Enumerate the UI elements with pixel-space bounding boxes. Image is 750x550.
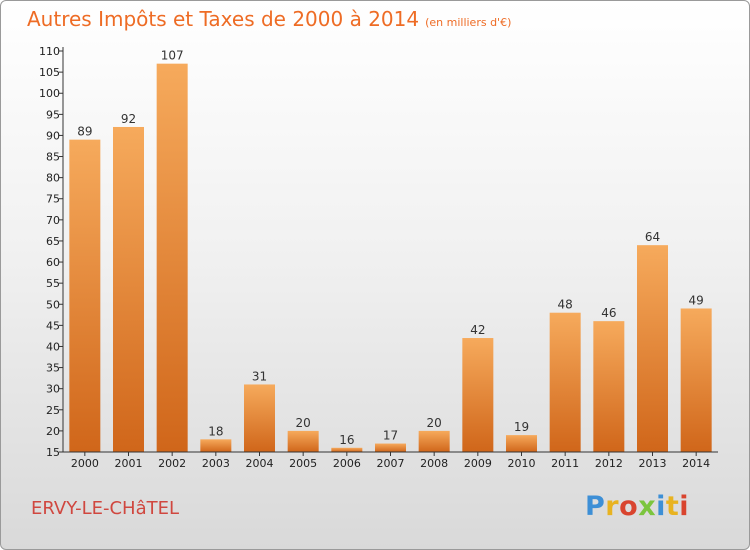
x-tick-label: 2000 — [71, 457, 99, 470]
data-label: 48 — [558, 298, 573, 312]
bar-2012 — [593, 321, 625, 452]
x-tick-label: 2007 — [377, 457, 405, 470]
x-tick-label: 2011 — [551, 457, 579, 470]
y-tick-label: 110 — [39, 45, 60, 58]
data-label: 18 — [208, 424, 223, 438]
x-tick-label: 2012 — [595, 457, 623, 470]
y-tick-label: 75 — [46, 193, 60, 206]
bar-2013 — [637, 245, 668, 452]
logo-letter: P — [585, 491, 606, 522]
chart-title: Autres Impôts et Taxes de 2000 à 2014 — [27, 7, 420, 31]
y-tick-label: 85 — [46, 151, 60, 164]
x-tick-label: 2002 — [158, 457, 186, 470]
y-tick-label: 35 — [46, 362, 60, 375]
data-label: 16 — [339, 433, 354, 447]
bar-2003 — [200, 439, 232, 452]
data-label: 42 — [470, 323, 485, 337]
bar-2010 — [506, 435, 537, 452]
x-tick-label: 2001 — [115, 457, 143, 470]
x-tick-label: 2003 — [202, 457, 230, 470]
bar-2001 — [113, 126, 144, 453]
bar-2008 — [418, 430, 450, 452]
y-tick-label: 90 — [46, 129, 60, 142]
bar-2000 — [69, 139, 101, 453]
logo-letter: i — [679, 491, 690, 522]
y-tick-label: 95 — [46, 108, 60, 121]
data-label: 89 — [77, 125, 92, 139]
y-tick-label: 80 — [46, 172, 60, 185]
axes-layer: 2000 2001 2002 2003 2004 2005 2006 2007 2008 2009… — [39, 45, 718, 470]
x-tick-label: 2010 — [508, 457, 536, 470]
logo-letter: i — [656, 491, 666, 522]
chart-title-block: Autres Impôts et Taxes de 2000 à 2014 (en… — [27, 7, 511, 31]
data-label: 49 — [689, 293, 704, 307]
data-label: 64 — [645, 230, 660, 244]
logo-letter: t — [665, 491, 680, 522]
y-tick-label: 55 — [46, 277, 60, 290]
y-tick-label: 60 — [46, 256, 60, 269]
data-label: 107 — [161, 49, 184, 63]
y-tick-label: 70 — [46, 214, 60, 227]
proxiti-logo: Proxiti — [585, 491, 689, 522]
x-tick-label: 2014 — [682, 457, 710, 470]
y-tick-label: 50 — [46, 298, 60, 311]
bar-2006 — [331, 447, 363, 452]
bar-2009 — [462, 338, 494, 452]
data-label: 31 — [252, 369, 267, 383]
y-tick-label: 30 — [46, 383, 60, 396]
bar-2004 — [244, 384, 275, 452]
bar-2011 — [549, 312, 581, 452]
bar-2007 — [375, 443, 406, 452]
data-label: 20 — [296, 416, 311, 430]
data-label: 17 — [383, 429, 398, 443]
y-tick-label: 15 — [46, 446, 60, 459]
logo-letter: x — [638, 491, 657, 522]
y-tick-label: 65 — [46, 235, 60, 248]
logo-letter: r — [605, 491, 620, 522]
data-label: 19 — [514, 420, 529, 434]
y-tick-label: 25 — [46, 404, 60, 417]
y-tick-label: 100 — [39, 87, 60, 100]
commune-name: ERVY-LE-CHâTEL — [31, 498, 179, 519]
x-tick-label: 2005 — [289, 457, 317, 470]
bar-2014 — [680, 308, 712, 452]
x-tick-label: 2006 — [333, 457, 361, 470]
x-tick-label: 2004 — [246, 457, 274, 470]
logo-letter: o — [619, 491, 639, 522]
bar-2005 — [287, 430, 319, 452]
y-tick-label: 40 — [46, 340, 60, 353]
x-tick-label: 2013 — [639, 457, 667, 470]
x-tick-label: 2008 — [420, 457, 448, 470]
bars-layer: 89 92 107 18 31 20 16 17 20 42 19 48 46 64 49 — [69, 49, 712, 453]
chart-subtitle: (en milliers d'€) — [425, 16, 512, 29]
data-label: 92 — [121, 112, 136, 126]
y-tick-label: 105 — [39, 66, 60, 79]
x-tick-label: 2009 — [464, 457, 492, 470]
y-tick-label: 20 — [46, 425, 60, 438]
y-tick-label: 45 — [46, 319, 60, 332]
data-label: 20 — [427, 416, 442, 430]
data-label: 46 — [601, 306, 616, 320]
bar-2002 — [156, 63, 188, 453]
